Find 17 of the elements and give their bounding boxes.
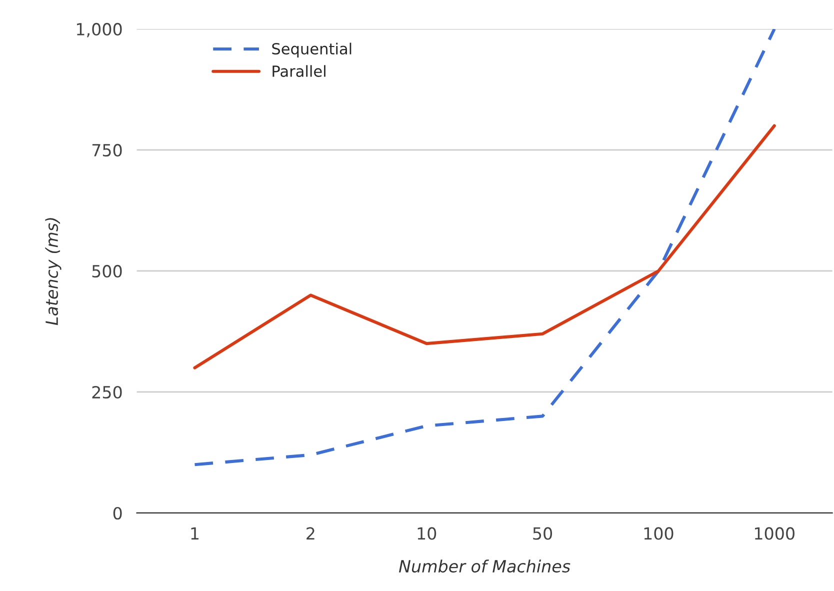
x-tick-label: 50	[533, 527, 552, 540]
y-tick-label: 250	[92, 386, 122, 399]
legend-label: Sequential	[272, 42, 352, 58]
y-tick-label: 0	[113, 506, 122, 520]
x-tick-label: 1000	[754, 527, 794, 540]
x-tick-label: 100	[644, 527, 674, 540]
x-tick-label: 1	[191, 527, 198, 540]
x-tick-label: 10	[418, 527, 436, 540]
x-tick-label: 2	[306, 527, 314, 540]
x-axis-title: Number of Machines	[398, 560, 570, 573]
line-series	[193, 124, 776, 370]
line-series	[193, 28, 776, 466]
y-tick-label: 750	[92, 144, 122, 157]
y-tick-label: 500	[92, 264, 122, 278]
y-tick-label: 1,000	[77, 22, 122, 38]
y-axis-title: Latency (ms)	[45, 218, 62, 326]
legend-label: Parallel	[272, 65, 326, 77]
